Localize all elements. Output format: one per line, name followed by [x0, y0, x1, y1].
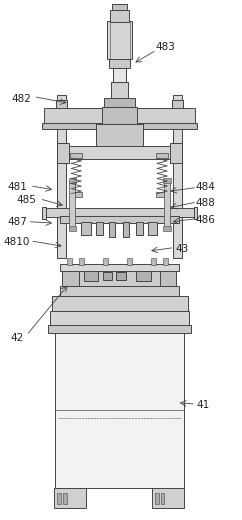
Text: 485: 485 — [16, 196, 37, 205]
Text: 483: 483 — [155, 42, 175, 53]
Bar — [44, 208, 194, 217]
Text: 41: 41 — [197, 400, 210, 410]
Bar — [123, 222, 129, 237]
Bar — [70, 191, 82, 197]
Bar — [84, 271, 98, 281]
Bar — [165, 182, 170, 229]
Bar — [79, 258, 84, 265]
Bar — [57, 143, 68, 163]
Bar — [127, 258, 132, 265]
Bar — [60, 147, 179, 159]
Bar — [156, 191, 168, 197]
Bar — [60, 286, 179, 296]
Bar — [62, 265, 79, 286]
Bar — [170, 143, 182, 163]
Bar — [156, 153, 168, 159]
Bar — [173, 95, 182, 258]
Bar — [172, 100, 183, 108]
Bar — [70, 153, 82, 159]
Bar — [163, 258, 168, 265]
Bar — [81, 222, 91, 235]
Bar — [68, 178, 76, 183]
Text: 4810: 4810 — [4, 237, 30, 247]
Text: 482: 482 — [12, 94, 32, 104]
Bar — [109, 59, 130, 68]
Text: 488: 488 — [196, 198, 215, 208]
Bar — [60, 216, 179, 223]
Bar — [57, 493, 61, 504]
Bar — [57, 95, 66, 258]
Bar — [113, 4, 127, 10]
Bar — [113, 15, 126, 82]
Bar — [55, 328, 184, 488]
Bar — [159, 265, 176, 286]
Text: 481: 481 — [7, 183, 27, 192]
Bar — [109, 222, 115, 237]
Bar — [102, 107, 137, 124]
Text: 487: 487 — [7, 217, 27, 227]
Bar — [96, 222, 103, 235]
Bar — [68, 226, 76, 231]
Bar — [111, 82, 128, 98]
Bar — [50, 311, 189, 328]
Bar — [136, 271, 151, 281]
Bar — [69, 182, 75, 229]
Bar — [104, 98, 135, 107]
Text: 484: 484 — [196, 183, 215, 192]
Bar — [63, 493, 67, 504]
Bar — [148, 222, 157, 235]
Text: 486: 486 — [196, 215, 215, 225]
Bar — [103, 258, 108, 265]
Bar — [48, 325, 191, 333]
Bar — [116, 272, 126, 280]
Bar — [155, 493, 159, 504]
Bar — [96, 124, 144, 147]
Bar — [52, 296, 188, 311]
Bar — [136, 222, 144, 235]
Bar — [67, 258, 72, 265]
Bar — [161, 493, 165, 504]
Bar — [194, 207, 197, 218]
Bar — [42, 123, 197, 129]
Bar — [56, 100, 67, 108]
Text: 42: 42 — [10, 333, 23, 343]
Bar — [151, 258, 156, 265]
Bar — [44, 108, 195, 125]
Text: 43: 43 — [175, 243, 188, 254]
Bar — [103, 272, 113, 280]
Bar — [152, 488, 184, 508]
Bar — [110, 9, 129, 22]
Bar — [54, 488, 86, 508]
Bar — [164, 226, 171, 231]
Bar — [164, 178, 171, 183]
Bar — [107, 21, 132, 59]
Bar — [60, 264, 179, 271]
Bar — [79, 271, 160, 286]
Bar — [42, 207, 45, 218]
